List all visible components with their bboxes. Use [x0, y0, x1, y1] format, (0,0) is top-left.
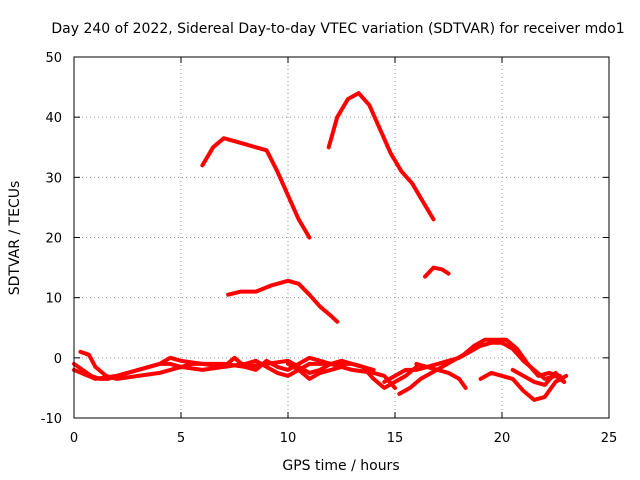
x-tick-label: 25 — [601, 431, 618, 446]
series-arc-mid-1 — [226, 278, 340, 324]
series-base-3 — [72, 355, 397, 390]
series-base-5 — [397, 337, 562, 396]
y-tick-label: 30 — [45, 171, 62, 186]
y-tick-label: 0 — [54, 352, 62, 367]
y-tick-label: 10 — [45, 292, 62, 307]
series-base-6 — [414, 361, 468, 390]
x-tick-label: 15 — [387, 431, 404, 446]
plot-frame — [73, 56, 610, 419]
x-tick-labels: 0 5 10 15 20 25 — [70, 431, 617, 446]
x-tick-label: 0 — [70, 431, 78, 446]
x-tick-label: 10 — [280, 431, 297, 446]
y-tick-label: 50 — [45, 51, 62, 66]
x-tick-label: 20 — [494, 431, 511, 446]
y-tick-label: 20 — [45, 232, 62, 247]
grid-lines — [74, 57, 609, 418]
series-base-8 — [510, 367, 567, 387]
series-arc-high-1 — [200, 136, 312, 240]
series-arc-high-2 — [326, 91, 436, 222]
series-arc-mid-2 — [423, 265, 451, 279]
y-tick-label: 40 — [45, 111, 62, 126]
x-tick-label: 5 — [177, 431, 185, 446]
series-base-7 — [478, 370, 569, 402]
x-axis-label: GPS time / hours — [282, 458, 399, 474]
y-tick-label: -10 — [41, 412, 62, 427]
series-base-9 — [286, 361, 344, 381]
y-axis-label: SDTVAR / TECUs — [7, 181, 23, 296]
chart-title: Day 240 of 2022, Sidereal Day-to-day VTE… — [51, 21, 624, 37]
y-tick-labels: -10 0 10 20 30 40 50 — [41, 51, 62, 427]
data-series — [72, 91, 569, 402]
